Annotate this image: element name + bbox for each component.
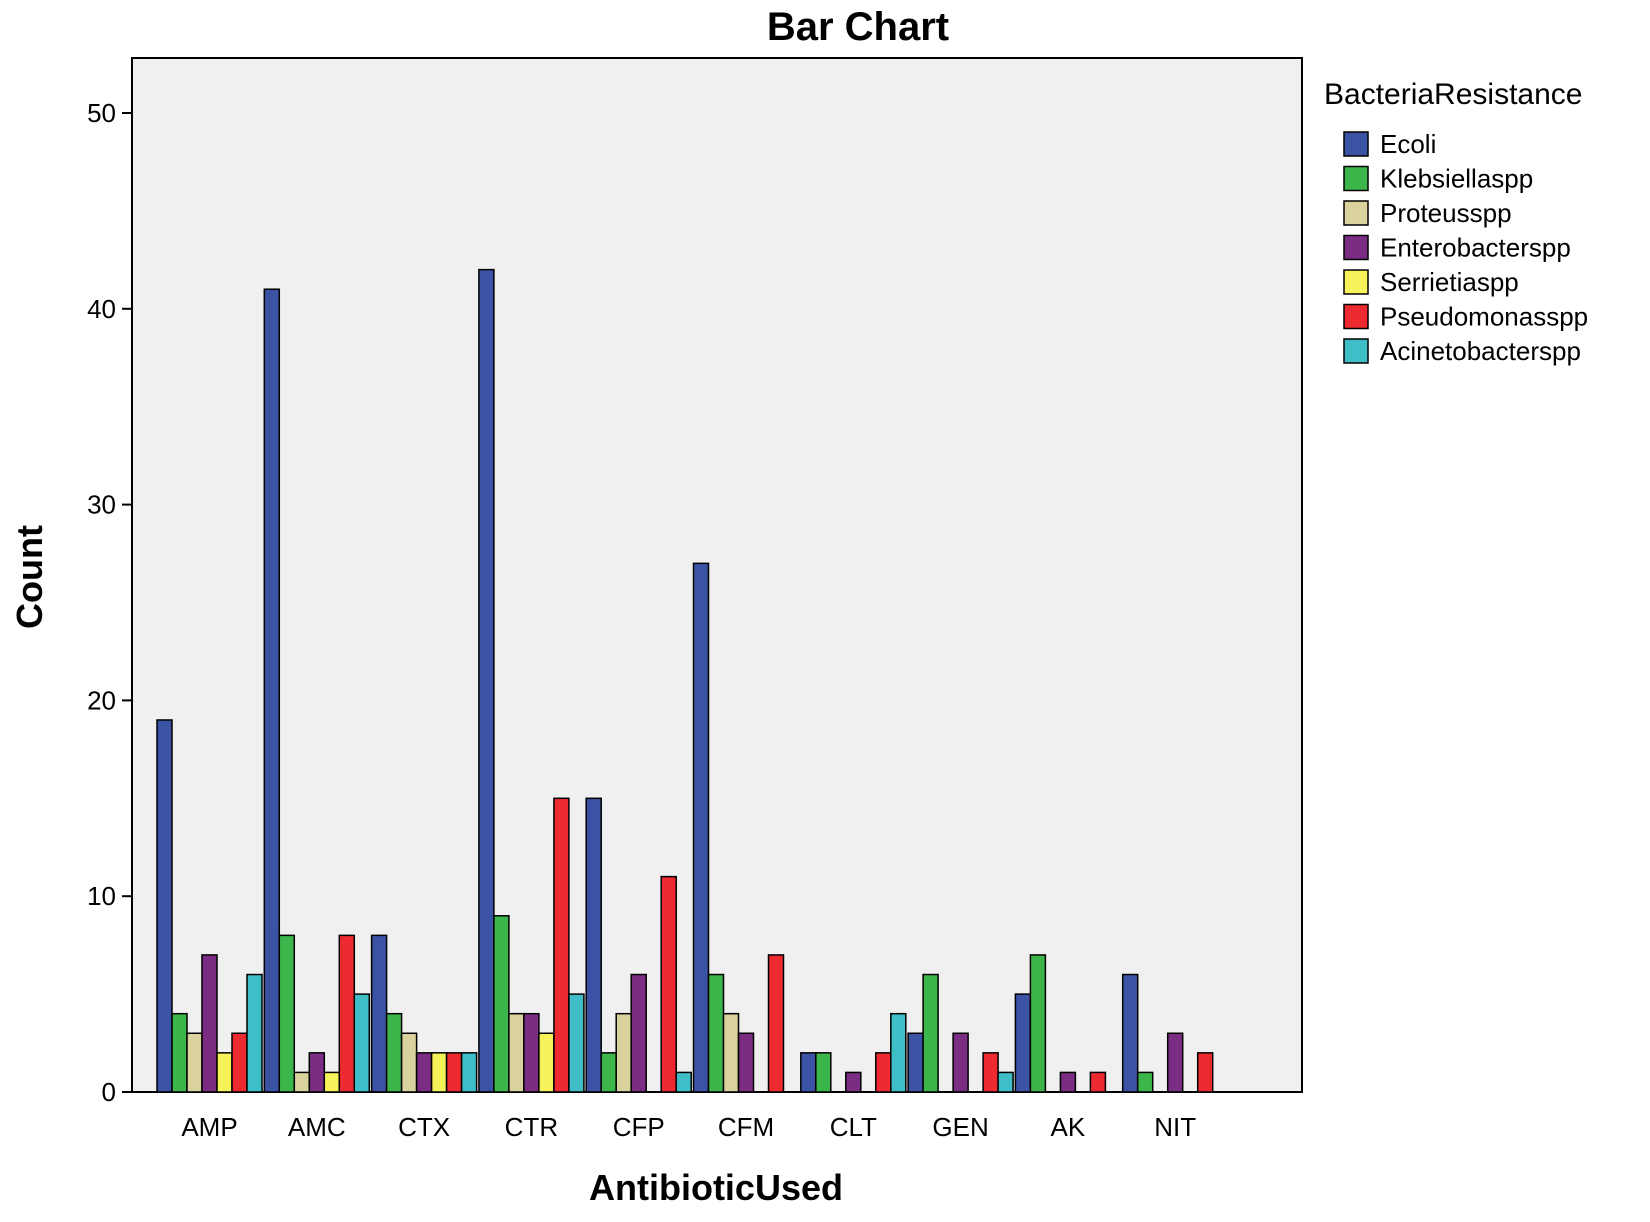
bar-ecoli-nit [1121, 973, 1139, 1093]
legend-swatch-acinetobacterspp [1343, 338, 1369, 364]
bar-acinetobacterspp-clt [890, 1012, 907, 1093]
bar-enterobacterspp-amc [308, 1052, 326, 1093]
bar-acinetobacterspp-amc [353, 993, 371, 1093]
x-tick-label: GEN [932, 1112, 988, 1142]
bar-proteusspp-ctr [508, 1012, 525, 1093]
bar-ecoli-ctx [370, 934, 388, 1093]
x-tick-label: CFM [718, 1112, 774, 1142]
bar-proteusspp-ctx [400, 1032, 418, 1093]
bar-pseudomonasspp-nit [1196, 1052, 1214, 1093]
bar-enterobacterspp-nit [1166, 1032, 1184, 1093]
bar-ecoli-ak [1014, 993, 1032, 1093]
y-tick-label: 20 [87, 685, 116, 715]
y-tick-label: 10 [87, 881, 116, 911]
bar-klebsiellaspp-cfm [707, 973, 725, 1093]
legend-swatch-proteusspp [1343, 200, 1369, 226]
legend-swatch-enterobacterspp [1343, 234, 1369, 261]
legend-label-enterobacterspp: Enterobacterspp [1380, 233, 1571, 263]
plot-area [131, 57, 1303, 1093]
bar-acinetobacterspp-ctx [460, 1052, 478, 1093]
x-axis: AMP AMC CTX CTR CFP CFM CLT GEN AK NIT [181, 1112, 1196, 1142]
bar-klebsiellaspp-ak [1029, 954, 1047, 1093]
bar-ecoli-gen [907, 1032, 924, 1093]
bar-proteusspp-amc [293, 1071, 311, 1093]
y-tick-label: 50 [87, 98, 116, 128]
bar-enterobacterspp-cfp [630, 973, 647, 1093]
legend-title: BacteriaResistance [1324, 78, 1582, 111]
bar-pseudomonasspp-ctr [553, 797, 570, 1093]
bar-serrietiaspp-ctx [430, 1052, 448, 1093]
bar-pseudomonasspp-clt [875, 1052, 892, 1093]
y-axis: 0 10 20 30 40 50 [87, 98, 132, 1107]
bar-enterobacterspp-ak [1059, 1071, 1077, 1093]
bar-pseudomonasspp-ctx [445, 1052, 463, 1093]
bar-acinetobacterspp-cfp [675, 1071, 692, 1093]
bar-klebsiellaspp-cfp [600, 1052, 617, 1093]
bar-pseudomonasspp-gen [982, 1052, 999, 1093]
legend-swatch-ecoli [1343, 131, 1369, 157]
chart-title: Bar Chart [767, 5, 949, 49]
bar-proteusspp-amp [186, 1032, 203, 1093]
bar-acinetobacterspp-ctr [568, 993, 585, 1093]
bar-enterobacterspp-ctx [415, 1052, 433, 1093]
legend-label-serrietiaspp: Serrietiaspp [1380, 267, 1519, 297]
x-tick-label: CTX [398, 1112, 450, 1142]
legend-label-klebsiellaspp: Klebsiellaspp [1380, 164, 1533, 194]
bar-ecoli-amc [263, 288, 281, 1093]
bar-pseudomonasspp-cfp [660, 875, 677, 1093]
bar-klebsiellaspp-ctx [385, 1012, 403, 1093]
bar-proteusspp-cfp [615, 1012, 632, 1093]
x-tick-label: AMC [288, 1112, 346, 1142]
bar-klebsiellaspp-amc [278, 934, 296, 1093]
bar-enterobacterspp-cfm [737, 1032, 755, 1093]
bar-serrietiaspp-ctr [538, 1032, 555, 1093]
legend-swatch-serrietiaspp [1343, 269, 1369, 295]
y-axis-title: Count [9, 525, 50, 629]
bar-enterobacterspp-amp [201, 954, 218, 1093]
bars-layer [156, 268, 1214, 1093]
bar-klebsiellaspp-nit [1136, 1071, 1154, 1093]
bar-klebsiellaspp-clt [815, 1052, 832, 1093]
bar-pseudomonasspp-amp [231, 1032, 248, 1093]
x-tick-label: CTR [505, 1112, 558, 1142]
bar-ecoli-cfp [585, 797, 602, 1093]
legend-label-pseudomonasspp: Pseudomonasspp [1380, 302, 1588, 332]
bar-pseudomonasspp-ak [1089, 1071, 1107, 1093]
legend-swatch-pseudomonasspp [1343, 303, 1369, 330]
y-tick-label: 30 [87, 490, 116, 520]
bar-serrietiaspp-amc [323, 1071, 341, 1093]
bar-serrietiaspp-amp [216, 1052, 233, 1093]
x-tick-label: NIT [1154, 1112, 1196, 1142]
x-tick-label: AMP [181, 1112, 237, 1142]
y-tick-label: 40 [87, 294, 116, 324]
bar-klebsiellaspp-ctr [493, 915, 510, 1093]
bar-enterobacterspp-gen [952, 1032, 969, 1093]
legend-items: Ecoli Klebsiellaspp Proteusspp Enterobacter… [1343, 129, 1588, 366]
bar-proteusspp-cfm [722, 1012, 740, 1093]
y-tick-label: 0 [102, 1077, 116, 1107]
bar-enterobacterspp-clt [845, 1071, 862, 1093]
legend-label-proteusspp: Proteusspp [1380, 198, 1512, 228]
bar-acinetobacterspp-amp [246, 973, 263, 1093]
legend: BacteriaResistance Ecoli Klebsiellaspp Pro… [1324, 78, 1588, 366]
x-axis-title: AntibioticUsed [589, 1167, 843, 1208]
bar-ecoli-ctr [478, 268, 495, 1093]
bar-pseudomonasspp-cfm [767, 954, 785, 1093]
bar-pseudomonasspp-amc [338, 934, 356, 1093]
bar-ecoli-cfm [692, 562, 710, 1093]
bar-acinetobacterspp-gen [997, 1071, 1014, 1093]
x-tick-label: CFP [613, 1112, 665, 1142]
legend-swatch-klebsiellaspp [1343, 165, 1369, 192]
x-tick-label: AK [1051, 1112, 1086, 1142]
x-tick-label: CLT [830, 1112, 877, 1142]
bar-klebsiellaspp-gen [922, 973, 939, 1093]
legend-label-acinetobacterspp: Acinetobacterspp [1380, 336, 1581, 366]
bar-ecoli-clt [800, 1052, 817, 1093]
legend-label-ecoli: Ecoli [1380, 129, 1436, 159]
bar-ecoli-amp [156, 719, 173, 1093]
bar-enterobacterspp-ctr [523, 1012, 540, 1093]
bar-klebsiellaspp-amp [171, 1012, 188, 1093]
